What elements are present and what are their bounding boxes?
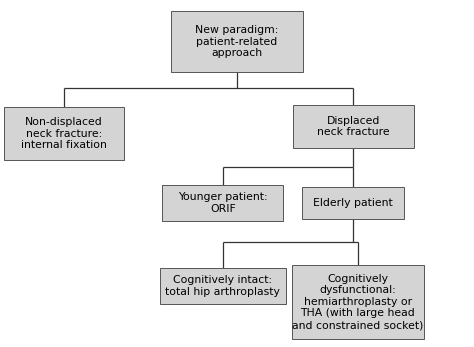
Text: New paradigm:
patient-related
approach: New paradigm: patient-related approach — [195, 25, 279, 58]
FancyBboxPatch shape — [160, 268, 285, 305]
Text: Displaced
neck fracture: Displaced neck fracture — [317, 116, 390, 137]
Text: Cognitively
dysfunctional:
hemiarthroplasty or
THA (with large head
and constrai: Cognitively dysfunctional: hemiarthropla… — [292, 274, 424, 330]
FancyBboxPatch shape — [162, 185, 283, 221]
FancyBboxPatch shape — [4, 107, 124, 160]
Text: Non-displaced
neck fracture:
internal fixation: Non-displaced neck fracture: internal fi… — [21, 117, 107, 150]
FancyBboxPatch shape — [292, 105, 413, 149]
FancyBboxPatch shape — [302, 187, 404, 220]
FancyBboxPatch shape — [171, 11, 303, 72]
Text: Younger patient:
ORIF: Younger patient: ORIF — [178, 192, 268, 214]
Text: Cognitively intact:
total hip arthroplasty: Cognitively intact: total hip arthroplas… — [165, 276, 280, 297]
FancyBboxPatch shape — [292, 265, 424, 339]
Text: Elderly patient: Elderly patient — [313, 198, 393, 208]
